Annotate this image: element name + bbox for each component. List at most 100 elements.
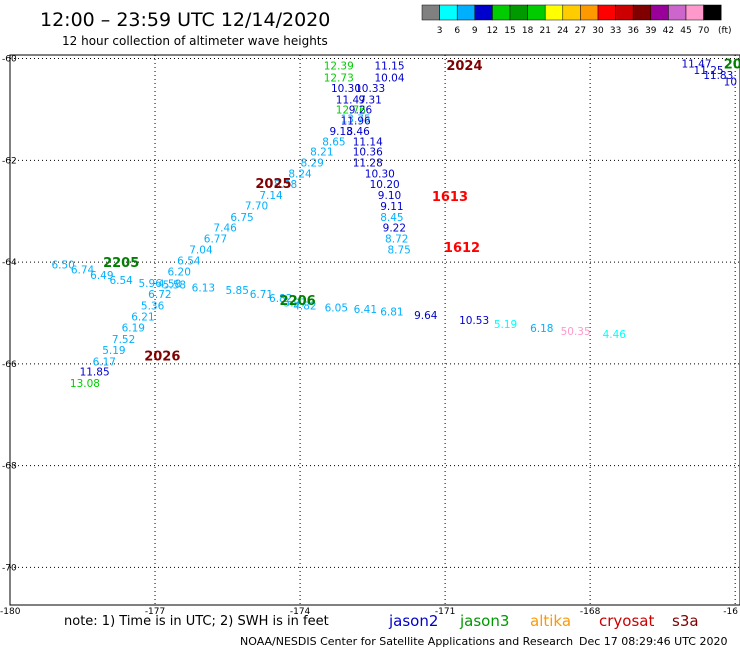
latitude-tick-label: -66: [2, 360, 17, 370]
wave-height-label: 7.52: [112, 334, 135, 346]
wave-height-label: 11.25: [694, 65, 724, 77]
wave-height-label: 11.96: [341, 116, 371, 128]
legend-swatch: [597, 4, 616, 21]
wave-height-label: 6.50: [51, 260, 74, 272]
track-id-label: 2026: [144, 350, 180, 365]
wave-height-label: 12.73: [324, 72, 354, 84]
wave-height-label: 10.30: [365, 169, 395, 181]
wave-height-label: 11.47: [336, 94, 366, 106]
wave-height-label: 9.31: [358, 94, 381, 106]
wave-height-label: 10.33: [355, 83, 385, 95]
wave-height-label: 10: [724, 76, 737, 88]
wave-height-label: 8.46: [346, 126, 370, 138]
wave-height-label: 9.11: [380, 201, 403, 213]
wave-height-label: 7.70: [245, 201, 268, 213]
legend-value: 27: [575, 26, 586, 36]
legend-swatch: [527, 4, 546, 21]
legend-value: 3: [437, 26, 443, 36]
wave-height-label: 6.49: [90, 270, 113, 282]
wave-height-label: 4.46: [603, 329, 627, 341]
track-id-label: 1613: [432, 190, 468, 205]
wave-height-label: 11.28: [353, 157, 383, 169]
track-id-label: 1612: [444, 241, 480, 256]
longitude-tick-label: -174: [290, 607, 311, 617]
satellite-legend-altika: altika: [530, 612, 571, 630]
wave-height-label: 8.65: [322, 136, 345, 148]
wave-height-label: 7.14: [259, 190, 283, 202]
wave-height-label: 9.10: [378, 190, 401, 202]
wave-height-label: 9.13: [329, 126, 352, 138]
longitude-tick-label: -171: [435, 607, 455, 617]
wave-height-label: 4.58: [158, 278, 181, 290]
wave-height-label: 5.85: [226, 285, 249, 297]
legend-value: 30: [592, 26, 604, 36]
wave-height-label: 6.54: [109, 275, 133, 287]
legend-value: 39: [645, 26, 657, 36]
legend-value: 42: [663, 26, 674, 36]
map-border: [9, 54, 740, 606]
footer-note: note: 1) Time is in UTC; 2) SWH is in fe…: [64, 614, 329, 629]
wave-height-label: 6.41: [354, 304, 377, 316]
wave-height-label: 6.20: [168, 267, 191, 279]
latitude-tick-label: -64: [2, 258, 17, 268]
wave-height-label: 7.46: [213, 222, 237, 234]
legend-swatch: [562, 4, 581, 21]
wave-height-label: 6.72: [148, 289, 171, 301]
wave-height-label: 5.19: [102, 345, 125, 357]
track-id-label: 2025: [255, 177, 291, 192]
legend-swatch: [703, 4, 722, 21]
wave-height-label: 6.21: [131, 312, 154, 324]
track-id-label: 2205: [103, 256, 139, 271]
legend-value: 24: [557, 26, 569, 36]
wave-height-label: 8.72: [385, 234, 408, 246]
satellite-legend-s3a: s3a: [672, 612, 699, 630]
legend-value: 6: [454, 26, 460, 36]
latitude-tick-label: -60: [2, 55, 17, 65]
wave-height-label: 6.77: [204, 234, 227, 246]
track-id-label: 20: [724, 58, 740, 73]
wave-height-label: 6.18: [530, 323, 553, 335]
legend-value: 36: [627, 26, 639, 36]
wave-height-label: 4.82: [293, 300, 316, 312]
wave-height-label: 9.22: [383, 222, 406, 234]
wave-height-label: 13.75: [341, 114, 371, 126]
legend-swatch: [456, 4, 476, 21]
legend-value: 15: [504, 26, 515, 36]
wave-height-label: 8.75: [387, 244, 410, 256]
wave-height-label: 6.54: [177, 256, 201, 268]
wave-height-label: 11.47: [681, 59, 711, 71]
legend-swatch: [421, 4, 440, 21]
longitude-tick-labels: -180 -177 -174 -171 -168 -16: [0, 607, 738, 617]
longitude-tick-label: -177: [145, 607, 165, 617]
wave-height-label: 10.30: [331, 83, 361, 95]
legend-swatch: [615, 4, 634, 21]
wave-height-label: 6.82: [269, 293, 292, 305]
legend-swatch: [492, 4, 511, 21]
legend-value: 9: [472, 26, 478, 36]
footer-timestamp: Dec 17 08:29:46 UTC 2020: [579, 635, 727, 648]
legend-swatch: [580, 4, 599, 21]
legend-value: 33: [610, 26, 621, 36]
wave-height-label: 7.04: [189, 244, 213, 256]
satellite-legend-jason2: jason2: [388, 612, 438, 630]
wave-height-label: 12.39: [324, 61, 354, 73]
wave-height-label: 8.21: [310, 147, 333, 159]
wave-height-color-legend: 3 6 9 12 15 18 21 24 27 30 33 36 39 42 45 70 (ft): [421, 4, 732, 36]
wave-height-label: 10.04: [374, 72, 404, 84]
wave-height-label: 11.83: [703, 70, 733, 82]
wave-height-label: 10.53: [459, 315, 489, 327]
wave-height-label: 13.08: [70, 378, 100, 390]
legend-swatch: [439, 4, 458, 21]
wave-height-label: 11.14: [353, 136, 383, 148]
wave-height-label: 5.97: [284, 297, 307, 309]
wave-height-label: 5.58: [163, 279, 186, 291]
legend-swatch: [632, 4, 652, 21]
longitude-tick-label: -168: [580, 607, 601, 617]
wave-height-label: 8.29: [300, 157, 323, 169]
wave-height-label: 8.24: [288, 169, 312, 181]
wave-height-label: 6.19: [122, 323, 145, 335]
wave-height-label: 6.13: [192, 283, 215, 295]
legend-value: 12: [487, 26, 498, 36]
legend-swatch: [650, 4, 669, 21]
